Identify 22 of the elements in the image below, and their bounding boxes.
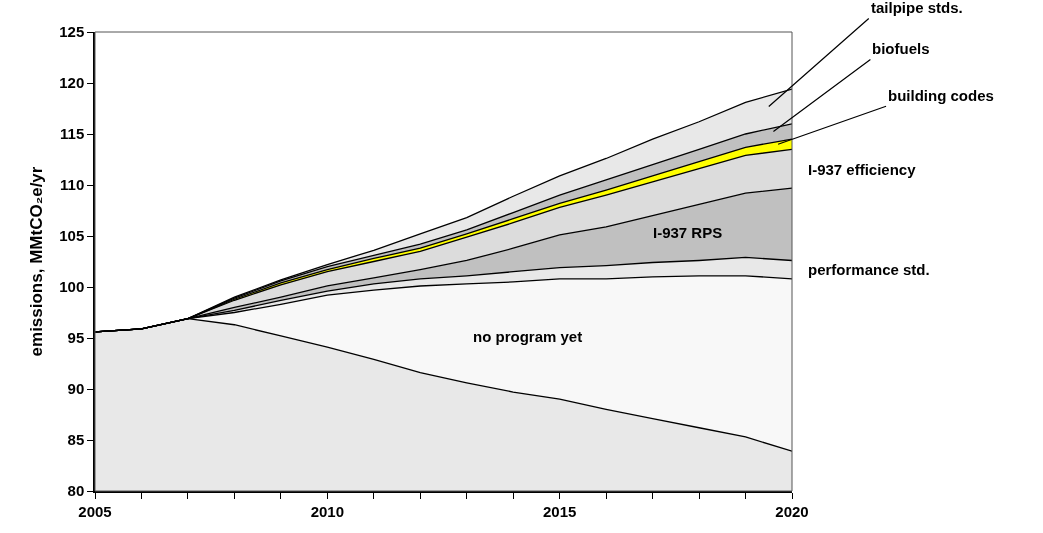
x-tick-label: 2010 <box>310 502 345 520</box>
x-tick-label: 2020 <box>775 502 809 520</box>
y-tick-label: 90 <box>67 380 85 398</box>
y-tick-label: 105 <box>59 227 85 245</box>
y-tick-label: 95 <box>67 329 85 347</box>
x-tick-label: 2005 <box>78 502 112 520</box>
series-label: I-937 RPS <box>653 224 723 241</box>
series-label: I-937 efficiency <box>808 161 917 178</box>
y-tick-label: 85 <box>67 431 85 449</box>
y-tick-label: 125 <box>59 23 85 41</box>
series-label: no program yet <box>473 328 583 345</box>
series-label: performance std. <box>808 261 930 278</box>
y-tick-label: 80 <box>67 482 85 500</box>
y-tick-label: 115 <box>60 125 85 143</box>
text: biofuels <box>872 40 930 57</box>
y-tick-label: 110 <box>60 176 85 194</box>
y-tick-label: 120 <box>59 74 85 92</box>
text: building codes <box>888 87 994 104</box>
text: tailpipe stds. <box>871 0 963 16</box>
y-axis-title: emissions, MMtCO₂e/yr <box>27 166 47 357</box>
x-tick-label: 2015 <box>542 502 577 520</box>
y-tick-label: 100 <box>59 278 85 296</box>
